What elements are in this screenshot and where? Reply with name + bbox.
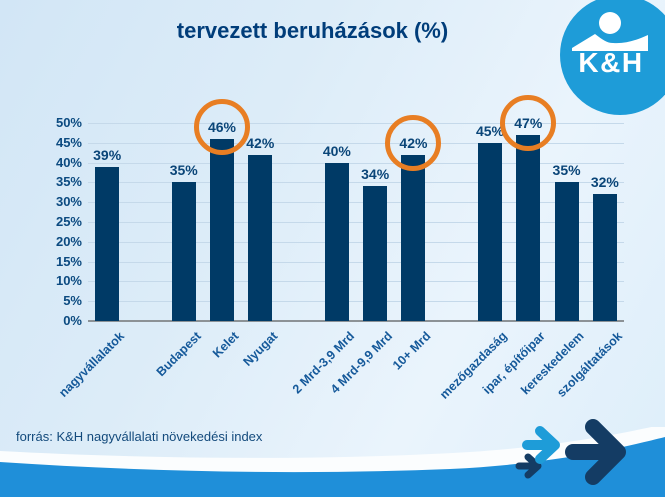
y-axis-tick-label: 50% xyxy=(55,115,82,130)
bar xyxy=(171,182,196,321)
bar xyxy=(401,154,426,321)
source-note: forrás: K&H nagyvállalati növekedési ind… xyxy=(16,429,263,444)
bar-value-label: 42% xyxy=(246,134,275,151)
bar-value-label: 34% xyxy=(361,166,390,183)
x-axis-line xyxy=(88,320,624,322)
logo-circle xyxy=(560,0,665,115)
y-axis-tick-label: 15% xyxy=(55,253,82,269)
bar xyxy=(516,134,541,321)
highlight-circle xyxy=(500,94,557,151)
person-wave-icon xyxy=(572,34,648,51)
bar xyxy=(592,194,617,321)
kh-logo: K&H xyxy=(560,0,665,115)
gridline xyxy=(88,202,624,204)
bar-value-label: 39% xyxy=(93,146,122,163)
footer-swoosh xyxy=(0,427,665,497)
logo-text: K&H xyxy=(578,47,643,78)
person-head-icon xyxy=(599,12,621,34)
bar-value-label: 32% xyxy=(590,174,619,191)
highlight-circle xyxy=(385,114,442,171)
gridline xyxy=(88,162,624,164)
blue-wave xyxy=(0,437,665,497)
bar xyxy=(554,182,579,321)
bar-value-label: 35% xyxy=(169,162,198,179)
gridline xyxy=(88,261,624,263)
bar xyxy=(324,162,349,321)
arrow-icons xyxy=(515,419,626,485)
gridline xyxy=(88,301,624,303)
gridline xyxy=(88,123,624,124)
bar xyxy=(248,154,273,321)
bar xyxy=(478,142,502,321)
bar xyxy=(363,186,388,321)
gridline xyxy=(88,281,624,283)
y-axis-tick-label: 25% xyxy=(55,214,82,229)
page-title: tervezett beruházások (%) xyxy=(176,18,449,43)
gridline xyxy=(88,182,624,184)
gridline xyxy=(88,142,624,144)
y-axis-tick-label: 10% xyxy=(55,273,82,289)
small-dark-arrow-icon xyxy=(515,453,542,479)
y-axis-tick-label: 45% xyxy=(55,134,82,150)
bar xyxy=(95,166,120,321)
bar-value-label: 35% xyxy=(552,162,581,179)
y-axis-tick-label: 40% xyxy=(55,154,82,170)
bar-value-label: 40% xyxy=(322,142,351,159)
y-axis-tick-label: 0% xyxy=(63,313,82,328)
bar-value-label: 45% xyxy=(475,122,505,139)
y-axis-tick-label: 5% xyxy=(63,293,82,309)
light-blue-arrow-icon xyxy=(522,426,560,464)
y-axis-tick-label: 20% xyxy=(55,233,82,249)
large-dark-arrow-icon xyxy=(565,419,626,485)
gridline xyxy=(88,241,624,243)
y-axis-tick-label: 30% xyxy=(55,194,82,210)
gridline xyxy=(88,222,624,223)
bar xyxy=(210,138,234,321)
highlight-circle xyxy=(194,98,250,155)
y-axis-tick-label: 35% xyxy=(55,174,82,190)
